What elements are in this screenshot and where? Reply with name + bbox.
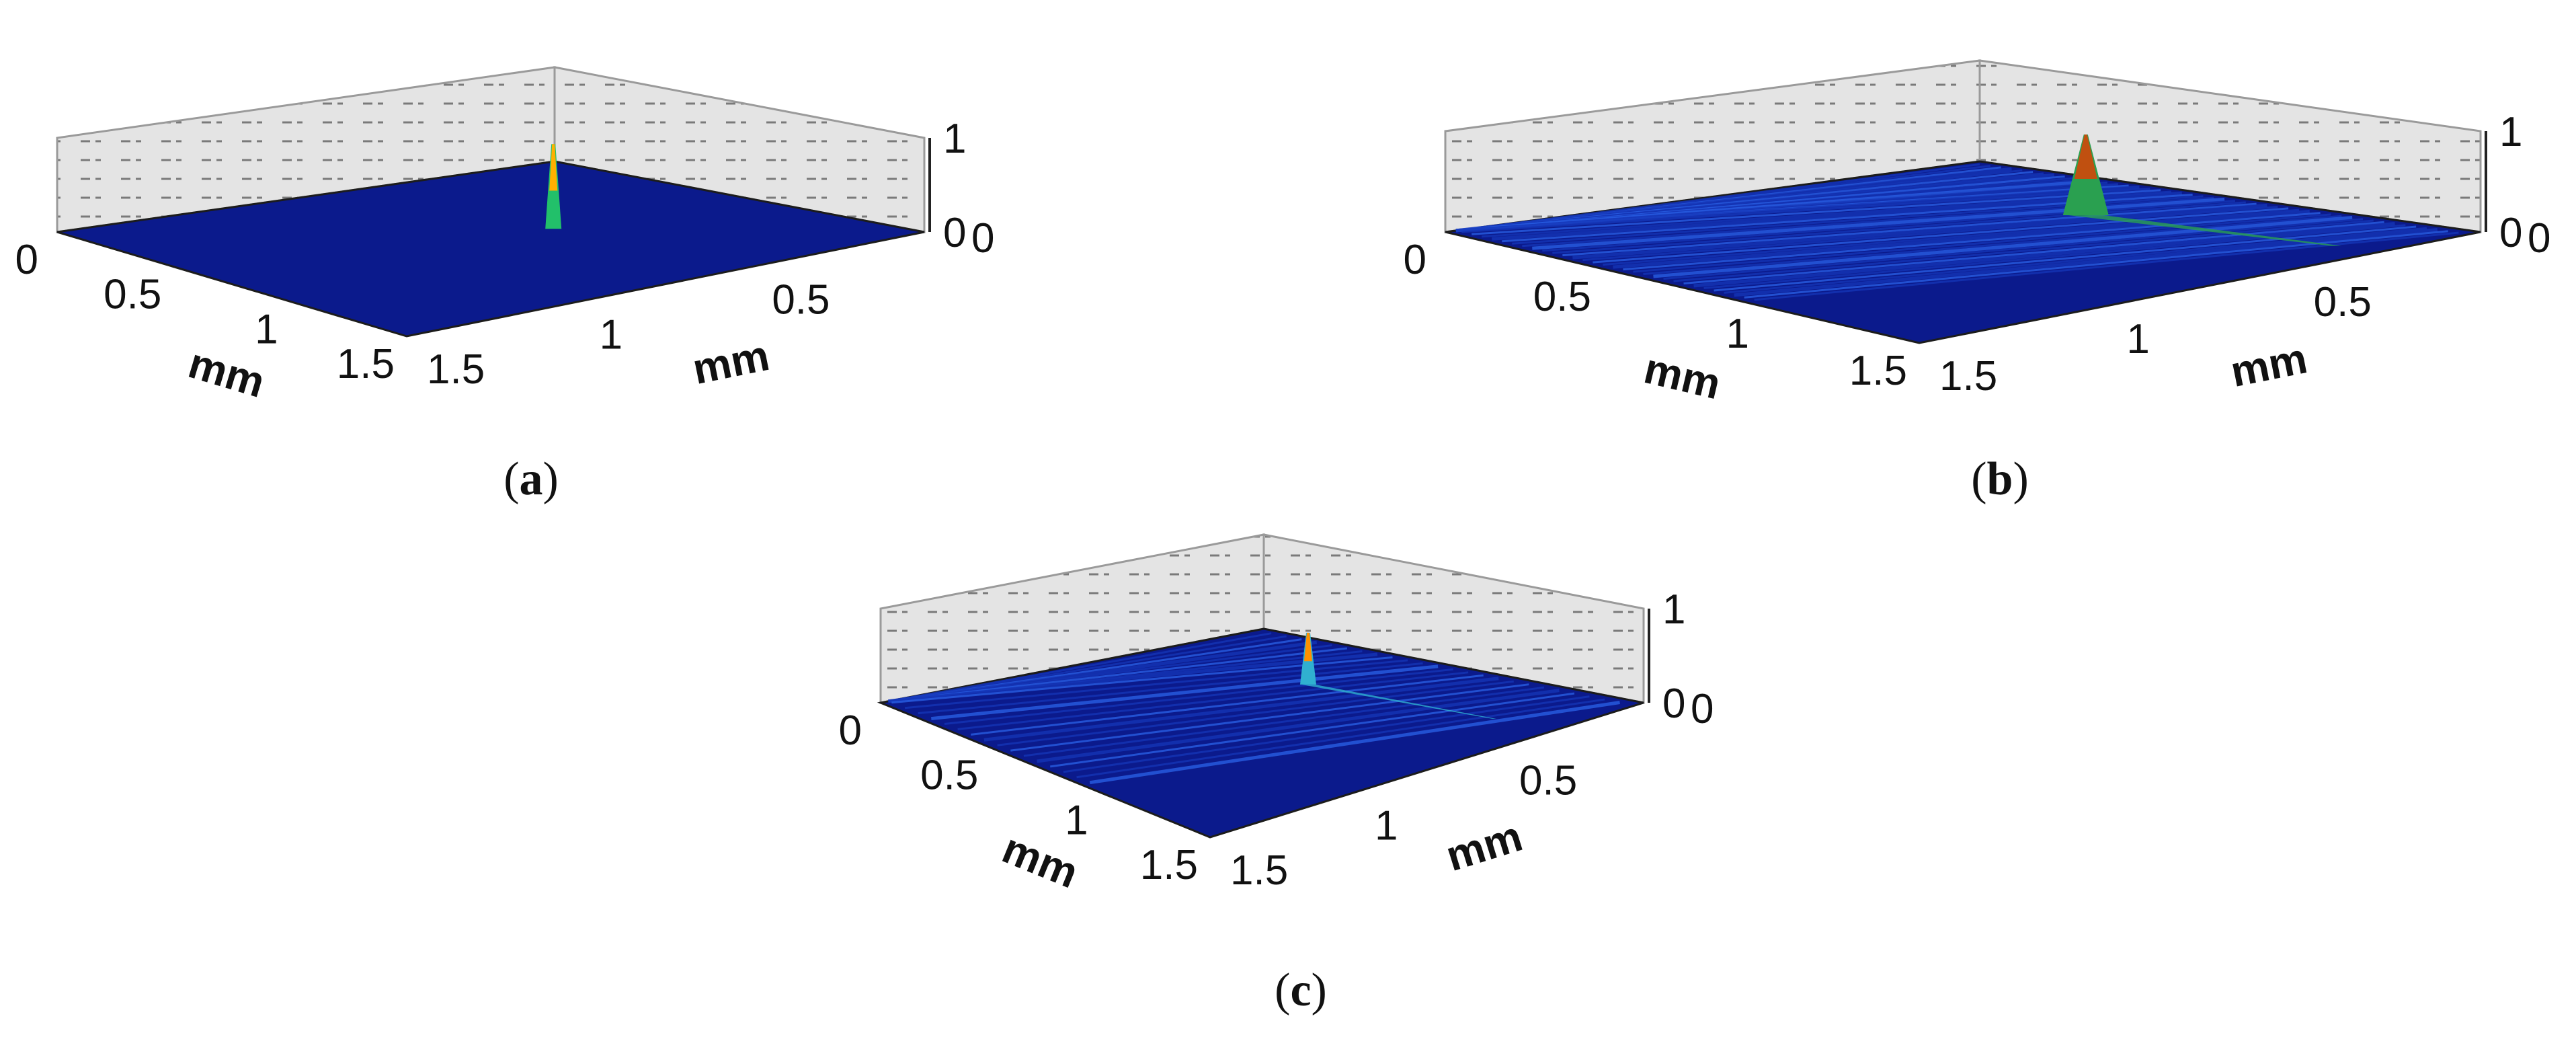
surface-streak (971, 674, 1484, 736)
surface-streak (1744, 230, 2448, 299)
surface-streak (1754, 231, 2459, 301)
surface-streak (1623, 212, 2321, 271)
surface-streak (1673, 219, 2374, 282)
x-tick-0: 0 (15, 237, 38, 283)
surface-streak (904, 659, 1408, 709)
z-tick-0: 0 (1662, 681, 1685, 727)
y-tick-1: 1 (600, 311, 622, 358)
x-tick-0: 0 (1404, 237, 1426, 283)
x-tick-0: 0 (839, 707, 862, 754)
surface-streak (931, 664, 1439, 721)
surface-streak (1472, 189, 2161, 235)
y-tick-1: 1 (2126, 316, 2149, 362)
z-tick-0: 0 (2499, 210, 2522, 256)
y-tick-1: 1 (1375, 802, 1398, 849)
surface-streak (1542, 200, 2236, 252)
surface-streak (1010, 683, 1529, 752)
y-tick-3: 0 (971, 215, 994, 262)
x-tick-1: 0.5 (104, 272, 161, 318)
y-tick-2: 0.5 (772, 277, 830, 323)
surface-streak (1734, 228, 2438, 297)
surface-plot-a: 0 1 0 0.5 1 1.5 1.5 1 0.5 0 mm mm (a) (15, 66, 994, 505)
surface-streak (1076, 698, 1605, 779)
surface-streak (1037, 689, 1560, 763)
y-tick-0: 1.5 (1939, 353, 1997, 399)
surface-streak (1653, 215, 2353, 278)
y-axis-label: mm (1441, 812, 1528, 880)
y-tick-2: 0.5 (2314, 279, 2372, 325)
x-tick-2: 1 (1065, 797, 1088, 843)
y-tick-2: 0.5 (1519, 758, 1577, 804)
surface-streak (1532, 197, 2225, 250)
surface-streak (1703, 224, 2406, 289)
y-tick-3: 0 (1691, 686, 1714, 732)
z-tick-1: 1 (2499, 109, 2522, 155)
surface-streak (918, 662, 1423, 715)
surface-streak (957, 671, 1469, 730)
y-tick-0: 1.5 (1230, 847, 1288, 894)
surface-ridge (2062, 134, 2342, 246)
surface-floor (56, 160, 925, 338)
surface-streak (1562, 202, 2257, 257)
surface-streak (1633, 213, 2331, 273)
peak-tip (2074, 134, 2097, 179)
surface-streak (1683, 221, 2384, 284)
surface-streak (1714, 225, 2417, 292)
surface-streak (1613, 209, 2310, 269)
x-tick-3: 1.5 (1849, 348, 1907, 394)
y-tick-3: 0 (2528, 215, 2550, 262)
surface-streaks (888, 632, 1620, 785)
surface-plot-c: 0 1 0 0.5 1 1.5 1.5 1 0.5 0 mm mm (c) (839, 533, 1714, 1016)
surface-peak (1300, 632, 1496, 719)
surface-streak (1552, 201, 2246, 254)
panel-caption-b: (b) (1971, 453, 2029, 505)
surface-streak (1603, 208, 2300, 266)
surface-streak (1593, 207, 2289, 264)
surface-plot-b: 0 1 0 0.5 1 1.5 1.5 1 0.5 0 mm mm (b) (1404, 59, 2550, 505)
peak-tip (549, 144, 558, 191)
surface-streak (1089, 701, 1620, 785)
surface-streak (1482, 190, 2172, 238)
peak-tip (1304, 632, 1312, 662)
surface-streak (1643, 215, 2342, 276)
surface-streak (1693, 221, 2395, 288)
surface-peak (545, 144, 562, 229)
ridge-band (2068, 215, 2342, 246)
surface-streak (1572, 203, 2267, 260)
x-tick-3: 1.5 (337, 341, 395, 387)
x-tick-2: 1 (255, 306, 278, 352)
surface-streak (1023, 686, 1545, 757)
x-tick-3: 1.5 (1140, 842, 1198, 888)
x-axis-label: mm (1640, 344, 1725, 408)
surface-streaks (1455, 163, 2459, 301)
y-axis-label: mm (2226, 334, 2311, 396)
surface-streak (997, 680, 1514, 746)
surface-streak (1663, 218, 2364, 280)
panel-caption-c: (c) (1275, 964, 1327, 1016)
panel-caption-a: (a) (504, 453, 559, 505)
ridge-band (1301, 684, 1496, 719)
z-tick-0: 0 (943, 210, 966, 256)
surface-streak (1461, 188, 2150, 233)
surface-streak (944, 668, 1453, 725)
x-tick-2: 1 (1726, 311, 1749, 357)
surface-streak (1050, 692, 1575, 768)
z-tick-1: 1 (943, 116, 966, 162)
y-axis-label: mm (688, 331, 773, 393)
surface-streak (1582, 206, 2278, 262)
z-tick-1: 1 (1662, 586, 1685, 633)
surface-streak (888, 652, 1378, 703)
surface-streak (1724, 227, 2427, 294)
surface-streak (983, 677, 1499, 742)
x-tick-1: 0.5 (920, 753, 978, 799)
y-tick-0: 1.5 (427, 346, 485, 393)
surface-streak (1455, 185, 2140, 233)
x-tick-1: 0.5 (1533, 274, 1591, 320)
surface-streak (1063, 695, 1590, 773)
